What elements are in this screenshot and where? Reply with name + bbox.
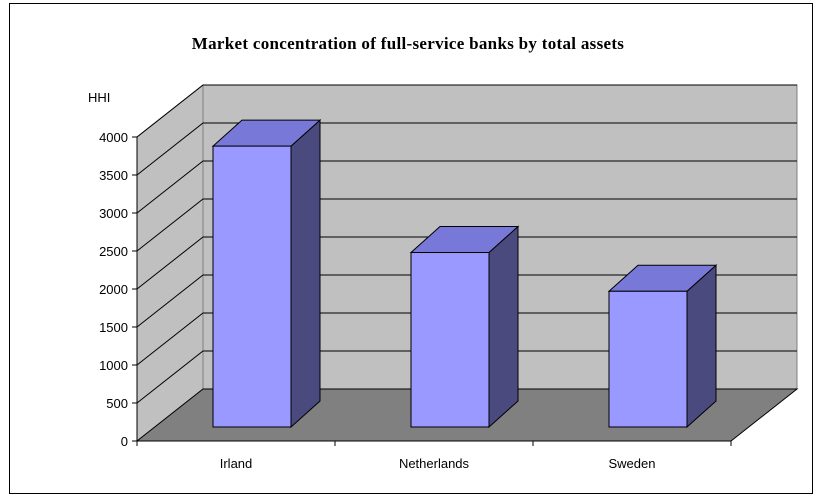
chart-gridlines xyxy=(136,84,797,404)
bar-side xyxy=(290,119,321,429)
y-tick-label: 1500 xyxy=(99,320,128,335)
y-tick-label: 2000 xyxy=(99,282,128,297)
chart-axes: 0 500 1000 1500 2000 2500 3000 3500 4000 Irland Ne… xyxy=(99,130,732,471)
x-tick-label: Irland xyxy=(220,456,253,471)
y-tick-label: 500 xyxy=(106,396,128,411)
y-axis-label: HHI xyxy=(88,90,110,105)
gridline-3000 xyxy=(136,160,797,214)
gridline-2000 xyxy=(136,236,797,290)
gridline-4000 xyxy=(136,84,797,138)
x-tick-label: Sweden xyxy=(609,456,656,471)
bar-front xyxy=(212,145,292,428)
y-tick-label: 3500 xyxy=(99,168,128,183)
gridline-1000 xyxy=(136,312,797,366)
bar-netherlands xyxy=(409,225,520,429)
chart-bars xyxy=(211,119,718,429)
gridline-1500 xyxy=(136,274,797,328)
bar-side xyxy=(686,264,717,429)
chart-title: Market concentration of full-service ban… xyxy=(191,34,625,53)
y-tick-label: 3000 xyxy=(99,206,128,221)
y-tick-label: 1000 xyxy=(99,358,128,373)
y-tick-label: 4000 xyxy=(99,130,128,145)
y-tick-label: 0 xyxy=(121,434,128,449)
y-tick-label: 2500 xyxy=(99,244,128,259)
gridline-2500 xyxy=(136,198,797,252)
gridline-500 xyxy=(136,350,797,404)
bar-side xyxy=(488,225,519,429)
gridline-3500 xyxy=(136,122,797,176)
bar-irland xyxy=(211,119,322,429)
bar-front xyxy=(608,290,688,428)
x-tick-label: Netherlands xyxy=(399,456,470,471)
bar-front xyxy=(410,252,490,428)
bar-sweden xyxy=(607,264,718,429)
